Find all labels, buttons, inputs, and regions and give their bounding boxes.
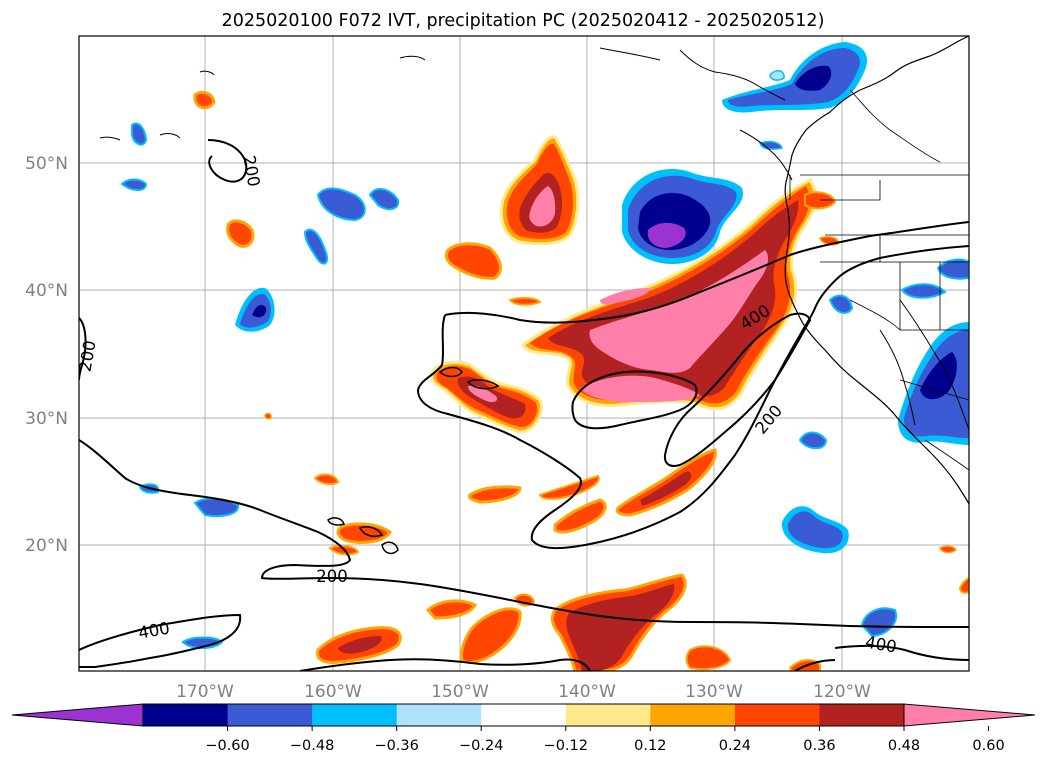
colorbar-tick-label: −0.60 [205, 738, 249, 754]
colorbar-cell [312, 704, 398, 726]
ivt-contours [79, 139, 969, 671]
lon-label-140w: 140°W [558, 682, 616, 702]
longitude-labels: 170°W 160°W 150°W 140°W 130°W 120°W [176, 682, 871, 702]
colorbar-tick-label: 0.12 [634, 738, 666, 754]
lat-label-30n: 30°N [25, 409, 68, 429]
colorbar-cell [396, 704, 482, 726]
colorbar-cell [143, 704, 229, 726]
colorbar-tick-label: 0.24 [719, 738, 751, 754]
colorbar-cell [734, 704, 820, 726]
ivt-contour-400-south [79, 613, 242, 668]
lat-label-20n: 20°N [25, 536, 68, 556]
colorbar-tick-label: −0.36 [374, 738, 418, 754]
latitude-labels: 50°N 40°N 30°N 20°N [25, 154, 68, 556]
colorbar-extend-right [903, 703, 1036, 727]
map-panel: 200 200 200 400 400 400 200 [75, 35, 970, 672]
colorbar-extend-left [11, 703, 144, 727]
ivt-contour-200-south [79, 439, 969, 628]
lon-label-130w: 130°W [685, 682, 743, 702]
lat-label-40n: 40°N [25, 281, 68, 301]
colorbar: −0.60 −0.48 −0.36 −0.24 −0.12 0.12 0.24 0.36 0.4… [11, 703, 1036, 754]
colorbar-cell [819, 704, 905, 726]
negative-anomaly-regions [120, 42, 969, 649]
colorbar-tick-label: 0.48 [888, 738, 920, 754]
colorbar-frame [142, 703, 905, 727]
figure-title: 2025020100 F072 IVT, precipitation PC (2… [222, 11, 825, 31]
coastlines [99, 36, 969, 505]
colorbar-tick-label: 0.36 [803, 738, 835, 754]
colorbar-cell [227, 704, 313, 726]
lon-label-120w: 120°W [813, 682, 871, 702]
lon-label-170w: 170°W [176, 682, 234, 702]
ivt-contour-400-main [444, 221, 969, 324]
ivt-contour-200-north [207, 139, 248, 183]
contour-label: 200 [316, 567, 348, 586]
ivt-contour-200-spur [663, 312, 812, 467]
colorbar-tick-label: −0.24 [459, 738, 503, 754]
colorbar-tick-label: −0.12 [544, 738, 588, 754]
lat-label-50n: 50°N [25, 154, 68, 174]
contour-label: 200 [75, 339, 99, 373]
pos-region-subtropical-band-1 [615, 448, 717, 517]
colorbar-tick-label: 0.60 [972, 738, 1004, 754]
political-boundaries [789, 89, 969, 471]
lon-label-150w: 150°W [431, 682, 489, 702]
lon-label-160w: 160°W [304, 682, 362, 702]
colorbar-cell [650, 704, 736, 726]
colorbar-cell [481, 704, 567, 726]
ivt-contour-fragments [327, 366, 500, 555]
colorbar-tick-label: −0.48 [290, 738, 334, 754]
colorbar-cell [565, 704, 651, 726]
map-frame [78, 35, 970, 672]
